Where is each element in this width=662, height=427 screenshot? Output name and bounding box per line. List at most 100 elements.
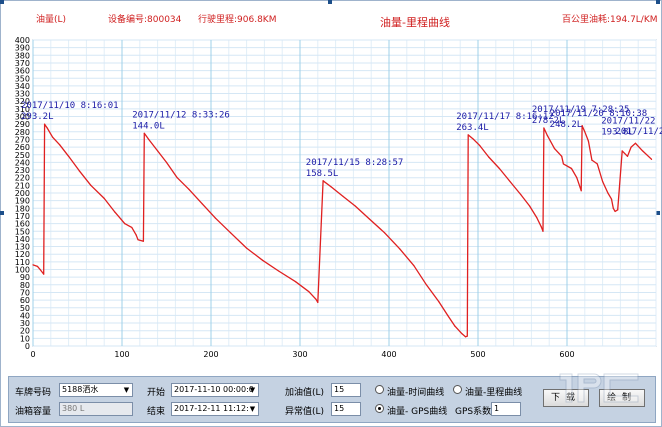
- resize-handle-right[interactable]: [656, 211, 660, 215]
- tank-capacity-field: 380 L: [59, 402, 133, 416]
- refuel-annotation-time: 2017/11/10 8:16:01: [21, 101, 119, 111]
- series-point: [32, 264, 34, 266]
- series-point: [612, 207, 614, 209]
- end-datetime-picker[interactable]: 2017-12-11 11:12: ▼: [171, 402, 259, 416]
- refuel-annotation-time: 2017/11/15 8:28:57: [306, 158, 404, 168]
- x-tick-label: 300: [292, 350, 307, 359]
- series-point: [322, 180, 324, 182]
- series-point: [157, 150, 159, 152]
- series-point: [520, 193, 522, 196]
- series-point: [399, 248, 401, 250]
- series-point: [447, 314, 449, 316]
- end-label: 结束: [147, 407, 166, 417]
- series-point: [43, 123, 46, 125]
- series-point: [576, 177, 578, 179]
- chart-title: 油量-里程曲线: [380, 16, 450, 29]
- refuel-annotation-value: 158.5L: [306, 169, 339, 179]
- chevron-down-icon[interactable]: ▼: [249, 386, 256, 394]
- series-point: [176, 177, 178, 179]
- series-point: [124, 223, 126, 225]
- y-tick-label: 140: [15, 235, 30, 244]
- y-tick-label: 220: [15, 174, 30, 183]
- series-point: [142, 240, 144, 242]
- x-tick-label: 400: [381, 350, 396, 359]
- resize-handle-tl[interactable]: [0, 0, 4, 4]
- x-tick-label: 500: [470, 350, 485, 359]
- radio-fuel-mileage[interactable]: [453, 385, 462, 394]
- series-point: [626, 155, 629, 157]
- y-tick-label: 60: [20, 296, 30, 305]
- y-tick-label: 170: [15, 212, 30, 221]
- series-point: [634, 142, 637, 144]
- end-value: 2017-12-11 11:12:: [174, 404, 249, 413]
- series-point: [591, 159, 593, 161]
- series-point: [246, 247, 248, 249]
- series-point: [536, 216, 538, 219]
- y-tick-label: 360: [15, 67, 30, 76]
- y-tick-label: 350: [15, 74, 30, 83]
- series-point: [201, 203, 203, 205]
- series-point: [464, 336, 467, 338]
- chevron-down-icon[interactable]: ▼: [249, 405, 256, 413]
- y-tick-label: 190: [15, 197, 30, 206]
- refuel-annotation-time: 2017/11/24: [616, 127, 662, 137]
- y-tick-label: 320: [15, 97, 30, 106]
- x-tick-label: 100: [114, 350, 129, 359]
- resize-handle-left[interactable]: [0, 211, 4, 215]
- resize-handle-tr[interactable]: [656, 0, 660, 4]
- radio-fuel-time[interactable]: [375, 385, 384, 394]
- watermark-logo: [559, 373, 639, 403]
- series-point: [59, 144, 61, 146]
- y-tick-label: 40: [20, 311, 30, 320]
- y-tick-label: 260: [15, 143, 30, 152]
- refuel-annotation-value: 278.2L: [532, 116, 565, 126]
- radio-fuel-gps[interactable]: [375, 404, 384, 413]
- series-point: [51, 136, 54, 138]
- series-point: [581, 125, 583, 127]
- series-point: [621, 150, 623, 152]
- gps-factor-input[interactable]: 1: [491, 402, 521, 416]
- series-point: [383, 232, 386, 234]
- series-point: [610, 198, 613, 200]
- series-point: [135, 234, 137, 236]
- series-point: [294, 281, 297, 283]
- series-point: [36, 265, 39, 268]
- series-point: [78, 170, 80, 172]
- series-point: [188, 188, 190, 190]
- series-point: [114, 211, 116, 213]
- gps-factor-label: GPS系数: [455, 407, 492, 417]
- series-point: [315, 298, 317, 300]
- series-point: [43, 273, 45, 275]
- draw-button[interactable]: 绘制: [599, 389, 645, 407]
- refuel-annotation-time: 2017/11/20 8:10:38: [550, 109, 648, 119]
- y-tick-label: 280: [15, 128, 30, 137]
- y-tick-label: 250: [15, 151, 30, 160]
- start-datetime-picker[interactable]: 2017-11-10 00:00:0 ▼: [171, 383, 259, 397]
- series-point: [137, 239, 139, 241]
- refuel-annotation-time: 2017/11/19 7:28:25: [532, 105, 630, 115]
- series-point: [529, 205, 531, 207]
- abnormal-threshold-input[interactable]: 15: [331, 402, 361, 416]
- series-point: [354, 205, 356, 207]
- refuel-annotation-time: 2017/11/17 8:16:12: [456, 112, 554, 122]
- device-number: 设备编号:800034: [108, 15, 182, 25]
- fuel-consumption-readout: 百公里油耗:194.7L/KM: [562, 15, 658, 25]
- series-point: [131, 226, 133, 229]
- refuel-threshold-input[interactable]: 15: [331, 383, 361, 397]
- series-point: [546, 135, 549, 137]
- y-tick-label: 300: [15, 113, 30, 122]
- tank-label: 油箱容量: [15, 407, 52, 417]
- y-tick-label: 210: [15, 181, 30, 190]
- series-point: [561, 155, 563, 157]
- radio-fuel-mileage-label: 油量-里程曲线: [465, 388, 523, 398]
- resize-handle-top[interactable]: [328, 0, 332, 4]
- series-point: [278, 270, 280, 272]
- chevron-down-icon[interactable]: ▼: [123, 386, 130, 394]
- download-button[interactable]: 下载: [543, 389, 589, 407]
- plate-select[interactable]: 5188洒水 ▼: [59, 383, 133, 397]
- series-point: [602, 180, 604, 183]
- series-point: [587, 140, 589, 142]
- y-tick-label: 290: [15, 120, 30, 129]
- start-value: 2017-11-10 00:00:0: [174, 385, 254, 394]
- y-tick-label: 270: [15, 135, 30, 144]
